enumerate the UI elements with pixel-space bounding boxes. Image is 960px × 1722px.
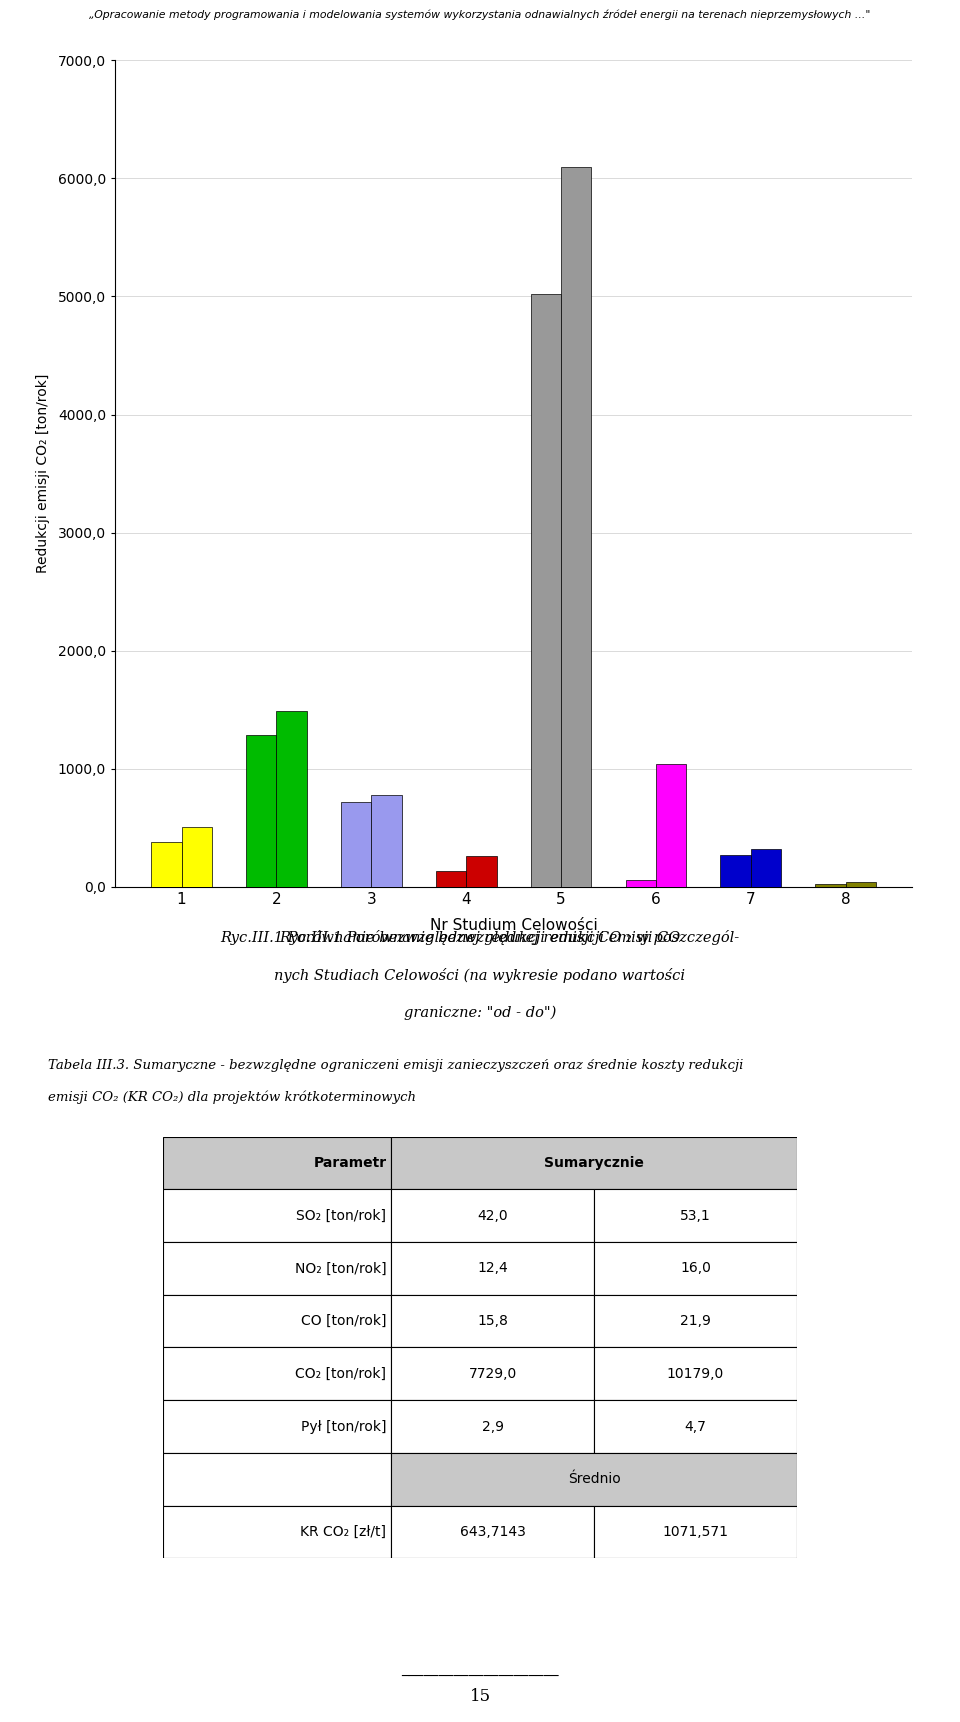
Text: SO₂ [ton/rok]: SO₂ [ton/rok] bbox=[297, 1209, 387, 1223]
Bar bbox=[815, 883, 846, 887]
Bar bbox=[392, 1453, 797, 1505]
Text: Sumarycznie: Sumarycznie bbox=[544, 1155, 644, 1169]
Bar bbox=[163, 1137, 392, 1190]
Bar bbox=[163, 1453, 392, 1505]
Text: 2,9: 2,9 bbox=[482, 1419, 504, 1434]
Bar bbox=[181, 827, 212, 887]
Bar bbox=[656, 765, 686, 887]
Bar bbox=[594, 1505, 797, 1558]
Bar bbox=[594, 1190, 797, 1242]
Text: 16,0: 16,0 bbox=[680, 1261, 710, 1276]
Bar bbox=[392, 1347, 594, 1400]
Text: CO [ton/rok]: CO [ton/rok] bbox=[301, 1314, 387, 1328]
Bar bbox=[392, 1400, 594, 1453]
Text: ─────────────────────: ───────────────────── bbox=[401, 1670, 559, 1684]
Bar bbox=[372, 796, 401, 887]
Bar bbox=[594, 1347, 797, 1400]
Bar bbox=[246, 735, 276, 887]
Bar bbox=[594, 1295, 797, 1347]
Bar bbox=[561, 167, 591, 887]
Text: Pył [ton/rok]: Pył [ton/rok] bbox=[301, 1419, 387, 1434]
Text: graniczne: "od - do"): graniczne: "od - do") bbox=[404, 1006, 556, 1019]
Text: 53,1: 53,1 bbox=[680, 1209, 710, 1223]
Text: 21,9: 21,9 bbox=[680, 1314, 710, 1328]
Bar bbox=[392, 1295, 594, 1347]
Bar bbox=[846, 882, 876, 887]
X-axis label: Nr Studium Celowości: Nr Studium Celowości bbox=[430, 918, 597, 933]
Text: 42,0: 42,0 bbox=[477, 1209, 508, 1223]
Bar bbox=[720, 854, 751, 887]
Text: Ryc.III.1 Porównanie bezwzględnej redukcji emisji CO: Ryc.III.1 Porównanie bezwzględnej redukc… bbox=[279, 930, 681, 945]
Bar bbox=[152, 842, 181, 887]
Text: Parametr: Parametr bbox=[313, 1155, 387, 1169]
Text: 7729,0: 7729,0 bbox=[468, 1367, 516, 1381]
Bar bbox=[594, 1242, 797, 1295]
Text: 1071,571: 1071,571 bbox=[662, 1526, 729, 1539]
Bar bbox=[392, 1190, 594, 1242]
Text: Średnio: Średnio bbox=[567, 1472, 620, 1486]
Text: KR CO₂ [zł/t]: KR CO₂ [zł/t] bbox=[300, 1526, 387, 1539]
Text: Ryc.III.1 Porównanie bezwzględnej redukcji emisji CO ₂ w poszczegól-: Ryc.III.1 Porównanie bezwzględnej redukc… bbox=[221, 930, 739, 945]
Bar bbox=[392, 1505, 594, 1558]
Text: 643,7143: 643,7143 bbox=[460, 1526, 526, 1539]
Text: 15,8: 15,8 bbox=[477, 1314, 508, 1328]
Bar bbox=[626, 880, 656, 887]
Text: CO₂ [ton/rok]: CO₂ [ton/rok] bbox=[296, 1367, 387, 1381]
Text: „Opracowanie metody programowania i modelowania systemów wykorzystania odnawialn: „Opracowanie metody programowania i mode… bbox=[89, 9, 871, 21]
Bar bbox=[163, 1295, 392, 1347]
Bar bbox=[436, 871, 467, 887]
Text: nych Studiach Celowości (na wykresie podano wartości: nych Studiach Celowości (na wykresie pod… bbox=[275, 968, 685, 983]
Bar bbox=[392, 1137, 797, 1190]
Bar bbox=[276, 711, 307, 887]
Text: 15: 15 bbox=[469, 1688, 491, 1705]
Text: 10179,0: 10179,0 bbox=[667, 1367, 724, 1381]
Bar bbox=[163, 1347, 392, 1400]
Bar bbox=[341, 802, 372, 887]
Text: 12,4: 12,4 bbox=[477, 1261, 508, 1276]
Y-axis label: Redukcji emisji CO₂ [ton/rok]: Redukcji emisji CO₂ [ton/rok] bbox=[36, 374, 50, 573]
Bar bbox=[163, 1242, 392, 1295]
Bar bbox=[531, 294, 561, 887]
Text: 4,7: 4,7 bbox=[684, 1419, 707, 1434]
Bar bbox=[163, 1400, 392, 1453]
Bar bbox=[392, 1242, 594, 1295]
Bar bbox=[163, 1190, 392, 1242]
Text: emisji CO₂ (KR CO₂) dla projektów krótkoterminowych: emisji CO₂ (KR CO₂) dla projektów krótko… bbox=[48, 1090, 416, 1104]
Bar bbox=[594, 1400, 797, 1453]
Text: NO₂ [ton/rok]: NO₂ [ton/rok] bbox=[295, 1261, 387, 1276]
Bar bbox=[751, 849, 781, 887]
Bar bbox=[163, 1505, 392, 1558]
Text: Tabela III.3. Sumaryczne - bezwzględne ograniczeni emisji zanieczyszczeń oraz śr: Tabela III.3. Sumaryczne - bezwzględne o… bbox=[48, 1059, 743, 1073]
Bar bbox=[467, 856, 496, 887]
